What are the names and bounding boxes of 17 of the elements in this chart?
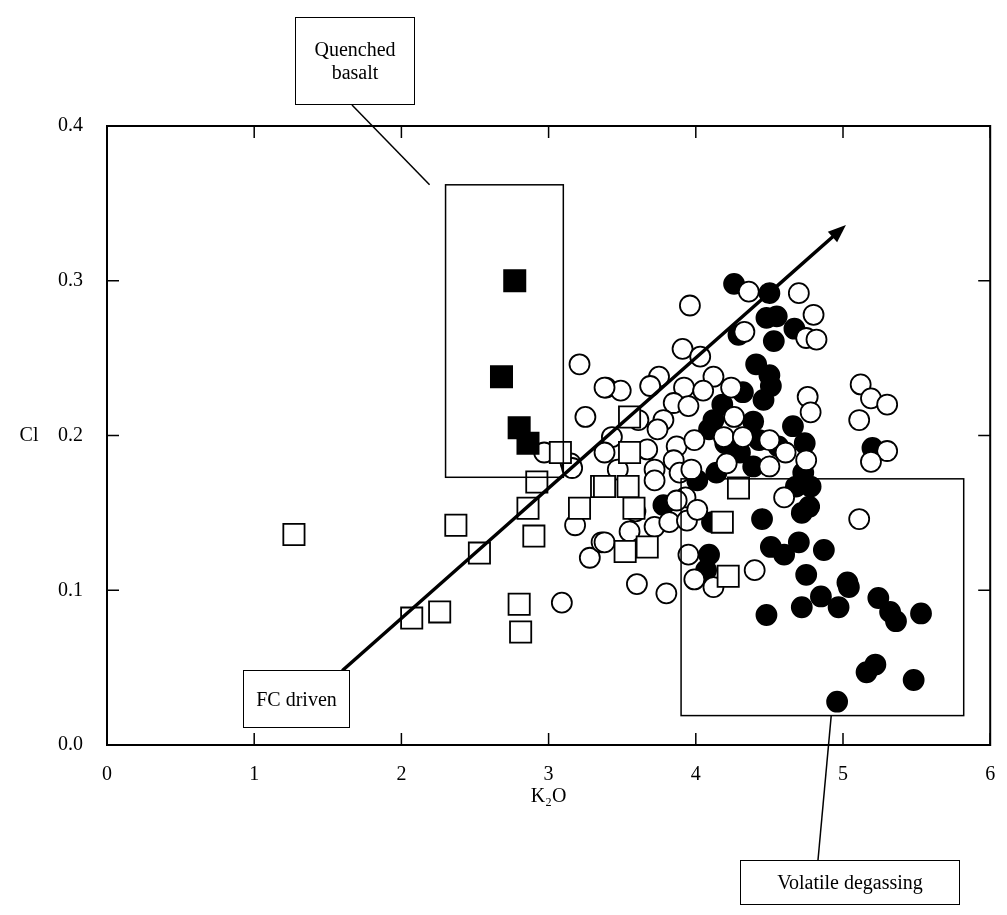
text: Quenched basalt (295, 17, 415, 105)
x-axis-title: K₂O (530, 784, 567, 807)
y-tick-label: 0.0 (58, 732, 83, 755)
y-axis-title: Cl (19, 422, 39, 445)
x-tick-label: 3 (543, 762, 554, 785)
text: Volatile degassing (740, 860, 960, 905)
x-tick-label: 4 (690, 762, 701, 785)
x-tick-label: 0 (102, 762, 112, 785)
x-tick-label: 6 (985, 762, 996, 785)
x-tick-label: 1 (249, 762, 260, 785)
x-tick-label: 2 (396, 762, 407, 785)
annotation: FC driven (243, 670, 350, 728)
y-tick-label: 0.4 (58, 113, 83, 136)
y-tick-label: 0.1 (58, 577, 83, 600)
y-tick-label: 0.3 (58, 268, 83, 290)
x-tick-label: 5 (838, 762, 848, 785)
y-tick-label: 0.2 (58, 422, 83, 445)
